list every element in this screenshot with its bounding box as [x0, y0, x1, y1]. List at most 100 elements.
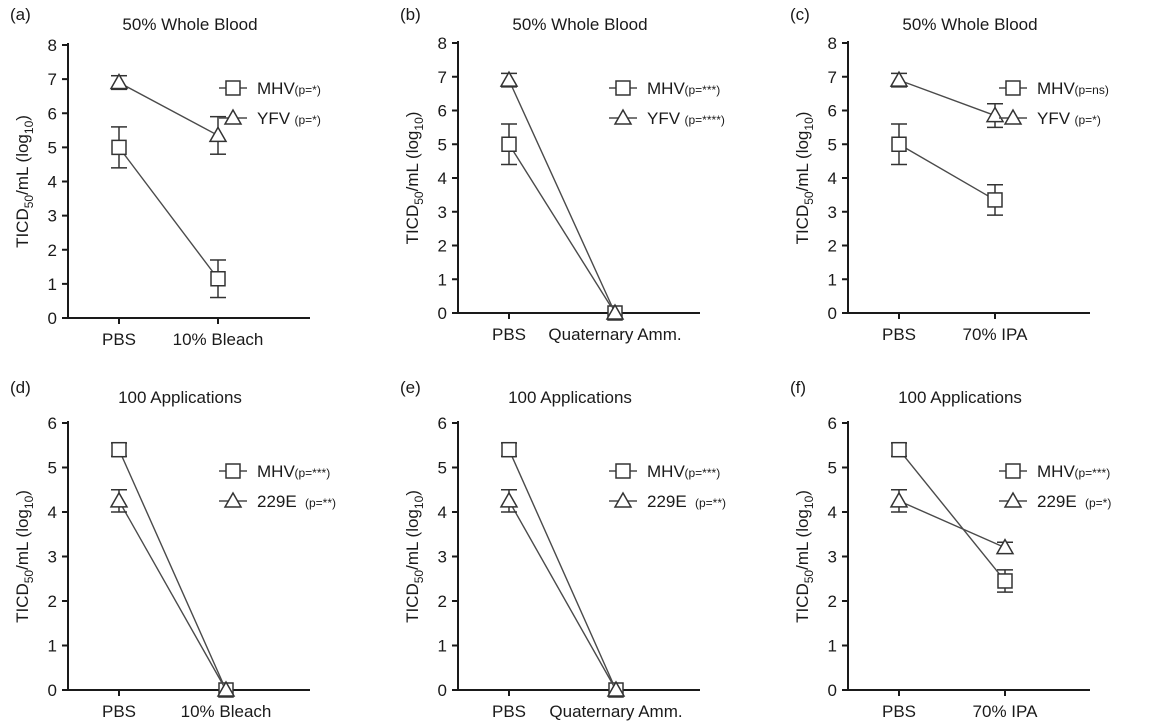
- series-mhv: MHV (p=ns): [891, 79, 1109, 216]
- series-line: [508, 79, 616, 314]
- data-point: [210, 271, 226, 287]
- series-mhv: MHV (p=***): [891, 441, 1111, 593]
- series-line: [118, 500, 227, 691]
- data-point: [109, 73, 129, 90]
- y-tick-label: 0: [828, 304, 837, 323]
- legend-p-value: (p=***): [685, 83, 721, 97]
- y-tick-label: 5: [438, 459, 447, 478]
- data-point: [499, 70, 519, 87]
- y-tick-label: 5: [48, 459, 57, 478]
- y-tick-label: 7: [48, 70, 57, 89]
- legend-p-value: (p=*): [1085, 496, 1111, 510]
- y-tick-label: 3: [48, 207, 57, 226]
- legend-entry: MHV: [257, 79, 295, 98]
- y-tick-label: 2: [828, 592, 837, 611]
- data-point: [985, 106, 1005, 123]
- y-tick-label: 3: [828, 203, 837, 222]
- y-tick-label: 8: [438, 34, 447, 53]
- y-axis-label: TICD50/mL (log10): [13, 115, 36, 248]
- legend-entry: MHV: [647, 462, 685, 481]
- legend-marker: [223, 491, 243, 508]
- legend-entry: 229E: [1037, 492, 1077, 511]
- legend-marker: [223, 108, 243, 125]
- y-tick-label: 0: [438, 681, 447, 700]
- series-line: [898, 500, 1006, 549]
- data-point: [995, 538, 1015, 555]
- y-tick-label: 6: [48, 414, 57, 433]
- y-tick-label: 2: [48, 241, 57, 260]
- legend-marker: [1003, 491, 1023, 508]
- chart-title: 100 Applications: [898, 388, 1022, 407]
- series-mhv: MHV (p=***): [111, 441, 330, 698]
- y-tick-label: 7: [828, 68, 837, 87]
- y-tick-label: 3: [438, 203, 447, 222]
- series-229e: 229E (p=*): [889, 489, 1111, 555]
- y-tick-label: 4: [828, 169, 837, 188]
- x-tick-label: PBS: [102, 330, 136, 349]
- series-line: [118, 146, 219, 280]
- chart-panel: (c) 50% Whole Blood 0 1 2 3 4 5 6 7 8 PBS 70% IPA TIC…: [790, 5, 1109, 344]
- legend-entry: MHV: [647, 79, 685, 98]
- data-point: [889, 491, 909, 508]
- legend-entry: 229E: [257, 492, 297, 511]
- series-line: [508, 143, 616, 314]
- y-tick-label: 4: [48, 503, 57, 522]
- y-axis-label: TICD50/mL (log10): [13, 490, 36, 623]
- y-tick-label: 5: [438, 135, 447, 154]
- legend-p-value: (p=**): [695, 496, 726, 510]
- y-tick-label: 6: [828, 414, 837, 433]
- series-229e: 229E (p=**): [499, 489, 726, 697]
- data-point: [499, 491, 519, 508]
- chart-panel: (e) 100 Applications 0 1 2 3 4 5 6 PBS Quaternary …: [400, 378, 726, 721]
- y-tick-label: 6: [828, 102, 837, 121]
- series-line: [508, 500, 617, 691]
- y-tick-label: 0: [828, 681, 837, 700]
- panel-label: (d): [10, 378, 31, 397]
- panel-label: (c): [790, 5, 810, 24]
- x-tick-label: 10% Bleach: [181, 702, 272, 721]
- y-tick-label: 8: [48, 36, 57, 55]
- y-tick-label: 4: [438, 169, 447, 188]
- legend-marker: [1003, 108, 1023, 125]
- series-line: [118, 449, 227, 691]
- x-tick-label: Quaternary Amm.: [548, 325, 681, 344]
- data-point: [501, 441, 517, 458]
- x-tick-label: 70% IPA: [963, 325, 1029, 344]
- chart-title: 50% Whole Blood: [512, 15, 647, 34]
- y-tick-label: 6: [438, 414, 447, 433]
- legend-p-value: (p=****): [685, 113, 725, 127]
- y-tick-label: 5: [828, 135, 837, 154]
- y-tick-label: 2: [828, 237, 837, 256]
- y-tick-label: 7: [438, 68, 447, 87]
- x-tick-label: Quaternary Amm.: [549, 702, 682, 721]
- legend-entry: MHV: [1037, 462, 1075, 481]
- legend-p-value: (p=***): [1075, 466, 1111, 480]
- x-tick-label: PBS: [492, 325, 526, 344]
- data-point: [111, 139, 127, 156]
- legend-p-value: (p=ns): [1075, 83, 1109, 97]
- y-tick-label: 0: [48, 681, 57, 700]
- series-line: [508, 449, 617, 691]
- data-point: [997, 573, 1013, 589]
- legend-marker: [613, 108, 633, 125]
- legend-p-value: (p=***): [685, 466, 721, 480]
- series-229e: 229E (p=**): [109, 489, 336, 697]
- chart-title: 100 Applications: [118, 388, 242, 407]
- data-point: [891, 441, 907, 458]
- x-tick-label: PBS: [882, 702, 916, 721]
- series-mhv: MHV (p=***): [501, 441, 721, 698]
- series-line: [898, 143, 996, 201]
- series-mhv: MHV (p=***): [501, 79, 721, 321]
- y-tick-label: 1: [438, 637, 447, 656]
- chart-panel: (a) 50% Whole Blood 0 1 2 3 4 5 6 7 8 PBS 10% Bleach…: [10, 5, 321, 349]
- y-tick-label: 1: [828, 270, 837, 289]
- data-point: [501, 136, 517, 152]
- data-point: [216, 680, 236, 697]
- legend-entry: YFV: [257, 109, 291, 128]
- legend-marker: [1005, 463, 1021, 479]
- legend-p-value: (p=*): [295, 83, 321, 97]
- x-tick-label: 10% Bleach: [173, 330, 264, 349]
- legend-marker: [615, 80, 631, 96]
- panel-label: (a): [10, 5, 31, 24]
